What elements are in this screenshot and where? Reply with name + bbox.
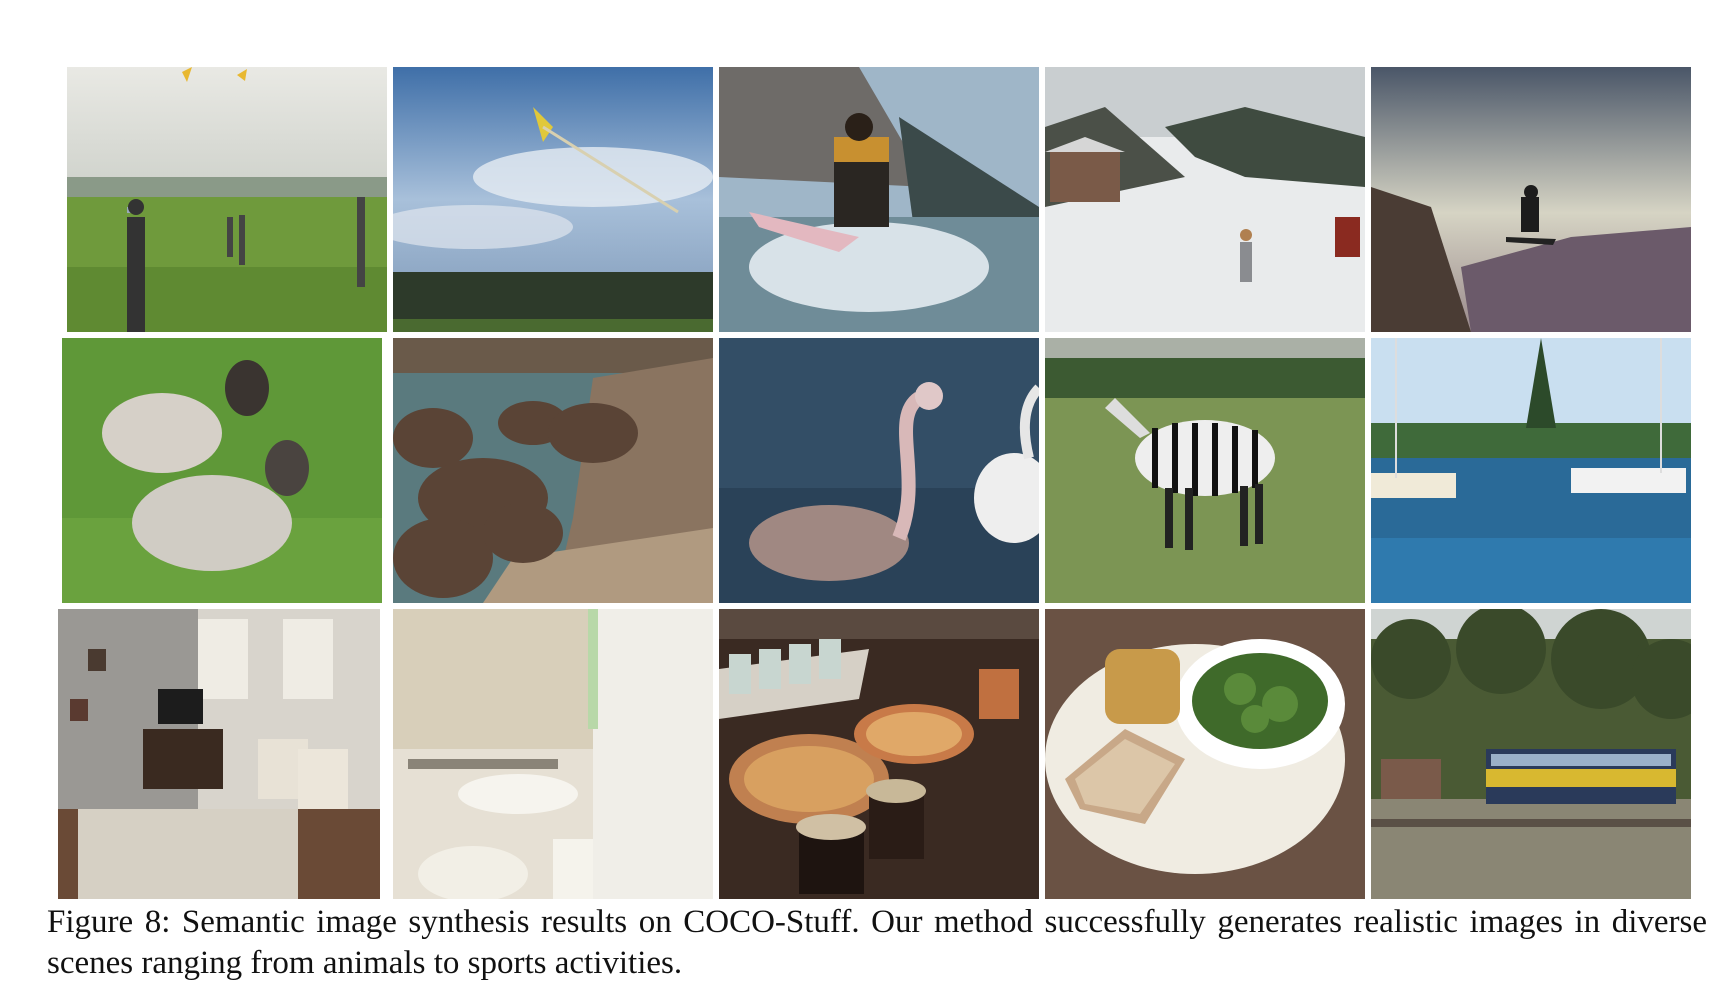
- image-elephants: [393, 338, 713, 603]
- image-sheep: [62, 338, 382, 603]
- image-kites-field: [67, 67, 387, 332]
- image-zebra: [1045, 338, 1365, 603]
- figure-caption: Figure 8: Semantic image synthesis resul…: [47, 902, 1707, 984]
- image-plate: [1045, 609, 1365, 899]
- image-flamingos: [719, 338, 1039, 603]
- image-train: [1371, 609, 1691, 899]
- image-surfer: [719, 67, 1039, 332]
- image-living-room: [58, 609, 380, 899]
- image-kite-sky: [393, 67, 713, 332]
- image-sailboats: [1371, 338, 1691, 603]
- image-snowboarder: [1371, 67, 1691, 332]
- image-skier: [1045, 67, 1365, 332]
- image-pizza: [719, 609, 1039, 899]
- caption-line-1: Figure 8: Semantic image synthesis resul…: [47, 904, 1707, 940]
- caption-line-2: scenes ranging from animals to sports ac…: [47, 945, 683, 981]
- image-bathroom: [393, 609, 713, 899]
